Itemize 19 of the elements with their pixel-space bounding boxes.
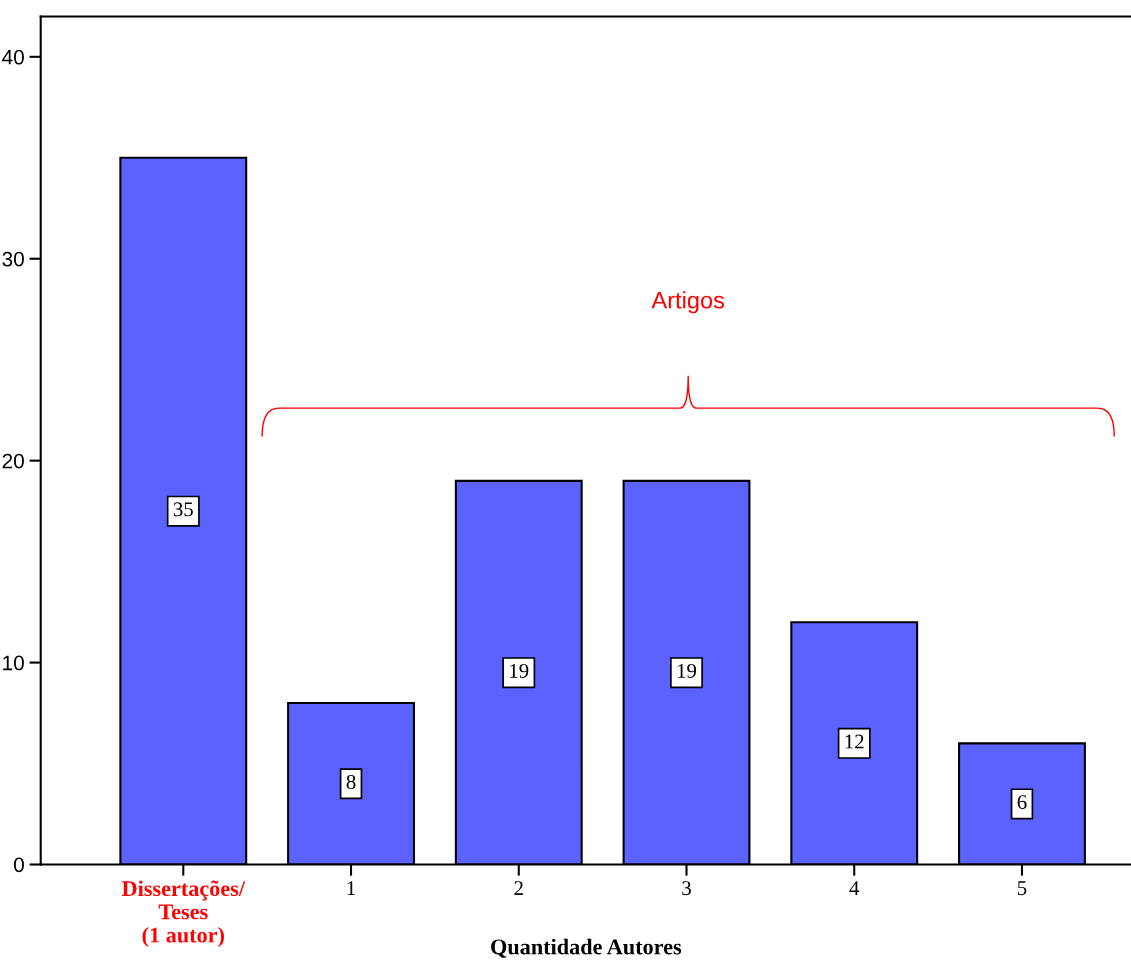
- data-label: 8: [346, 774, 356, 789]
- data-label: 6: [1017, 795, 1027, 810]
- annotation: Artigos: [651, 291, 725, 314]
- y-tick-label: 10: [3, 655, 24, 671]
- y-tick-label: 40: [2, 49, 24, 65]
- x-tick-label: 4: [849, 881, 860, 895]
- x-tick-label: 5: [1017, 881, 1027, 896]
- y-tick-label: 30: [2, 251, 24, 267]
- y-tick-label: 20: [2, 453, 24, 469]
- y-tick-label: 0: [13, 857, 24, 873]
- x-tick-label: 2: [514, 881, 523, 895]
- data-label: 19: [510, 663, 529, 678]
- x-tick-label: 3: [682, 881, 691, 896]
- data-label: 12: [845, 734, 864, 749]
- data-label: 19: [677, 663, 697, 678]
- x-tick-label: 1: [347, 881, 355, 895]
- x-axis-title: Quantidade Autores: [491, 938, 682, 958]
- data-label: 35: [173, 502, 193, 517]
- x-tick-label: Dissertações/ Teses (1 autor): [121, 880, 246, 948]
